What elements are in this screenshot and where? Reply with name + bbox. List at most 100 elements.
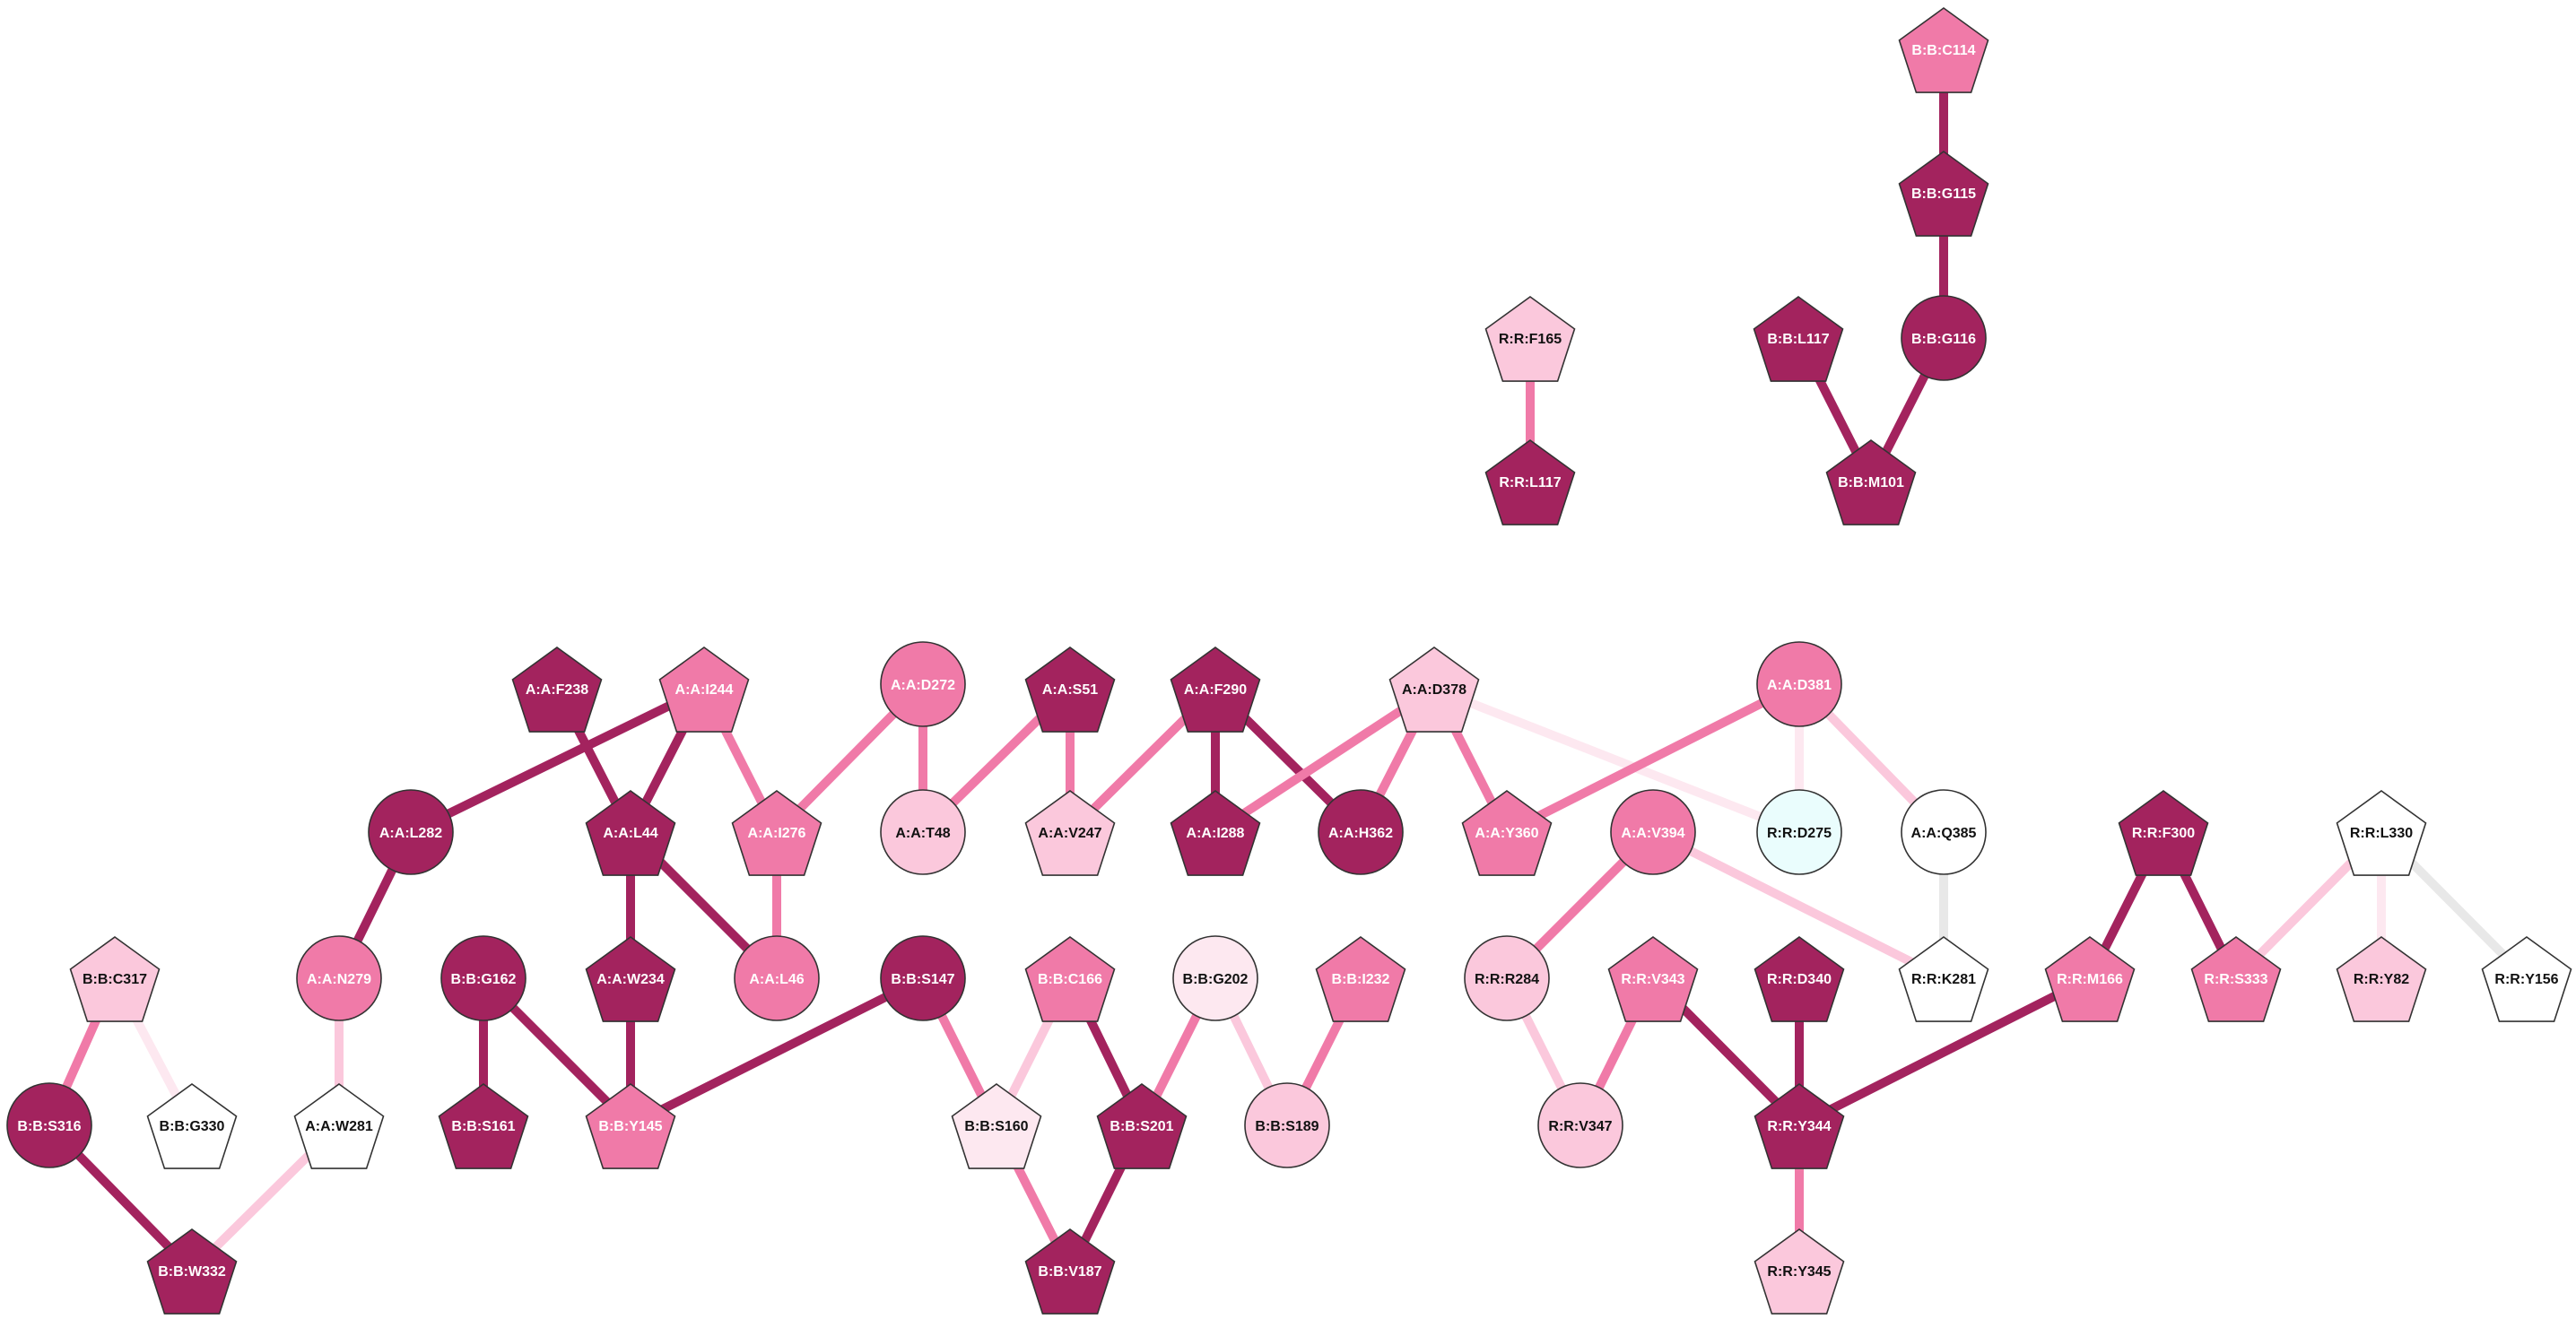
pentagon-node-shape	[2044, 936, 2136, 1022]
node-label: B:B:V187	[1038, 1264, 1101, 1280]
pentagon-node-shape	[1096, 1083, 1188, 1169]
node-b-b-c317: B:B:C317	[69, 936, 161, 1022]
node-label: A:A:S51	[1042, 682, 1098, 698]
node-a-a-f238: A:A:F238	[511, 646, 603, 733]
node-label: A:A:T48	[895, 826, 950, 841]
node-label: A:A:H362	[1328, 826, 1393, 841]
node-label: B:B:L117	[1767, 332, 1829, 347]
node-label: R:R:S333	[2204, 972, 2267, 987]
node-b-b-m101: B:B:M101	[1825, 439, 1917, 525]
circle-node-shape	[1756, 641, 1842, 727]
node-label: B:B:W332	[158, 1264, 226, 1280]
node-label: A:A:L44	[603, 826, 657, 841]
node-b-b-w332: B:B:W332	[146, 1228, 238, 1315]
pentagon-node-shape	[1461, 790, 1553, 876]
pentagon-node-shape	[1754, 936, 1845, 1022]
circle-node-shape	[1464, 935, 1550, 1021]
node-label: R:R:D275	[1767, 826, 1832, 841]
pentagon-node-shape	[438, 1083, 529, 1169]
node-label: R:R:L330	[2350, 826, 2413, 841]
node-r-r-k281: R:R:K281	[1898, 936, 1989, 1022]
node-label: R:R:K281	[1911, 972, 1976, 987]
node-r-r-s333: R:R:S333	[2190, 936, 2282, 1022]
node-a-a-v394: A:A:V394	[1610, 789, 1696, 875]
node-label: A:A:I276	[748, 826, 806, 841]
node-label: R:R:D340	[1767, 972, 1832, 987]
node-label: B:B:G202	[1183, 972, 1249, 987]
pentagon-node-shape	[1024, 646, 1116, 733]
node-a-a-n279: A:A:N279	[296, 935, 382, 1021]
circle-node-shape	[1172, 935, 1258, 1021]
pentagon-node-shape	[1898, 936, 1989, 1022]
node-label: A:A:F238	[526, 682, 588, 698]
node-label: A:A:D378	[1402, 682, 1466, 698]
node-label: A:A:I244	[675, 682, 734, 698]
pentagon-node-shape	[69, 936, 161, 1022]
node-label: B:B:S147	[891, 972, 954, 987]
node-a-a-q385: A:A:Q385	[1901, 789, 1987, 875]
circle-node-shape	[734, 935, 820, 1021]
pentagon-node-shape	[1315, 936, 1406, 1022]
pentagon-node-shape	[2190, 936, 2282, 1022]
node-a-a-i276: A:A:I276	[731, 790, 822, 876]
pentagon-node-shape	[1024, 936, 1116, 1022]
pentagon-node-shape	[585, 790, 676, 876]
pentagon-node-shape	[1024, 790, 1116, 876]
node-r-r-r284: R:R:R284	[1464, 935, 1550, 1021]
pentagon-node-shape	[146, 1083, 238, 1169]
edge-a-a-d381-to-a-a-y360	[1504, 680, 1802, 837]
node-b-b-l117: B:B:L117	[1753, 296, 1844, 382]
circle-node-shape	[1756, 789, 1842, 875]
node-b-b-g162: B:B:G162	[440, 935, 527, 1021]
node-r-r-v347: R:R:V347	[1537, 1082, 1623, 1168]
pentagon-node-shape	[1484, 296, 1576, 382]
node-b-b-i232: B:B:I232	[1315, 936, 1406, 1022]
node-a-a-v247: A:A:V247	[1024, 790, 1116, 876]
pentagon-node-shape	[1024, 1228, 1116, 1315]
circle-node-shape	[880, 641, 966, 727]
circle-node-shape	[1901, 295, 1987, 381]
pentagon-node-shape	[731, 790, 822, 876]
node-label: R:R:F165	[1499, 332, 1562, 347]
circle-node-shape	[296, 935, 382, 1021]
pentagon-node-shape	[1753, 296, 1844, 382]
node-label: A:A:I288	[1187, 826, 1245, 841]
node-a-a-l282: A:A:L282	[368, 789, 454, 875]
node-b-b-s201: B:B:S201	[1096, 1083, 1188, 1169]
pentagon-node-shape	[1170, 646, 1261, 733]
pentagon-node-shape	[1898, 7, 1989, 93]
edge-r-r-m166-to-r-r-y344	[1797, 974, 2093, 1130]
node-r-r-y344: R:R:Y344	[1754, 1083, 1845, 1169]
node-label: A:A:W281	[305, 1119, 373, 1134]
node-r-r-y345: R:R:Y345	[1754, 1228, 1845, 1315]
node-a-a-d381: A:A:D381	[1756, 641, 1842, 727]
pentagon-node-shape	[1484, 439, 1576, 525]
node-a-a-i244: A:A:I244	[658, 646, 750, 733]
node-a-a-w234: A:A:W234	[585, 936, 676, 1022]
pentagon-node-shape	[1898, 151, 1989, 237]
pentagon-node-shape	[1825, 439, 1917, 525]
node-label: A:A:V394	[1621, 826, 1684, 841]
pentagon-node-shape	[511, 646, 603, 733]
node-r-r-l330: R:R:L330	[2336, 790, 2427, 876]
edge-b-b-s147-to-b-b-y145	[628, 974, 926, 1130]
node-r-r-m166: R:R:M166	[2044, 936, 2136, 1022]
node-a-a-w281: A:A:W281	[293, 1083, 385, 1169]
pentagon-node-shape	[1388, 646, 1480, 733]
circle-node-shape	[880, 935, 966, 1021]
node-label: R:R:Y82	[2354, 972, 2409, 987]
node-r-r-l117: R:R:L117	[1484, 439, 1576, 525]
node-label: R:R:Y344	[1767, 1119, 1831, 1134]
node-label: B:B:G330	[160, 1119, 225, 1134]
node-label: A:A:L46	[749, 972, 804, 987]
node-label: B:B:M101	[1838, 475, 1904, 490]
pentagon-node-shape	[2336, 790, 2427, 876]
node-label: R:R:V343	[1621, 972, 1684, 987]
node-label: A:A:L282	[379, 826, 442, 841]
node-label: R:R:V347	[1548, 1119, 1612, 1134]
node-label: A:A:Q385	[1911, 826, 1977, 841]
node-label: B:B:C166	[1038, 972, 1102, 987]
circle-node-shape	[1901, 789, 1987, 875]
edge-a-a-i244-to-a-a-l282	[408, 684, 707, 837]
